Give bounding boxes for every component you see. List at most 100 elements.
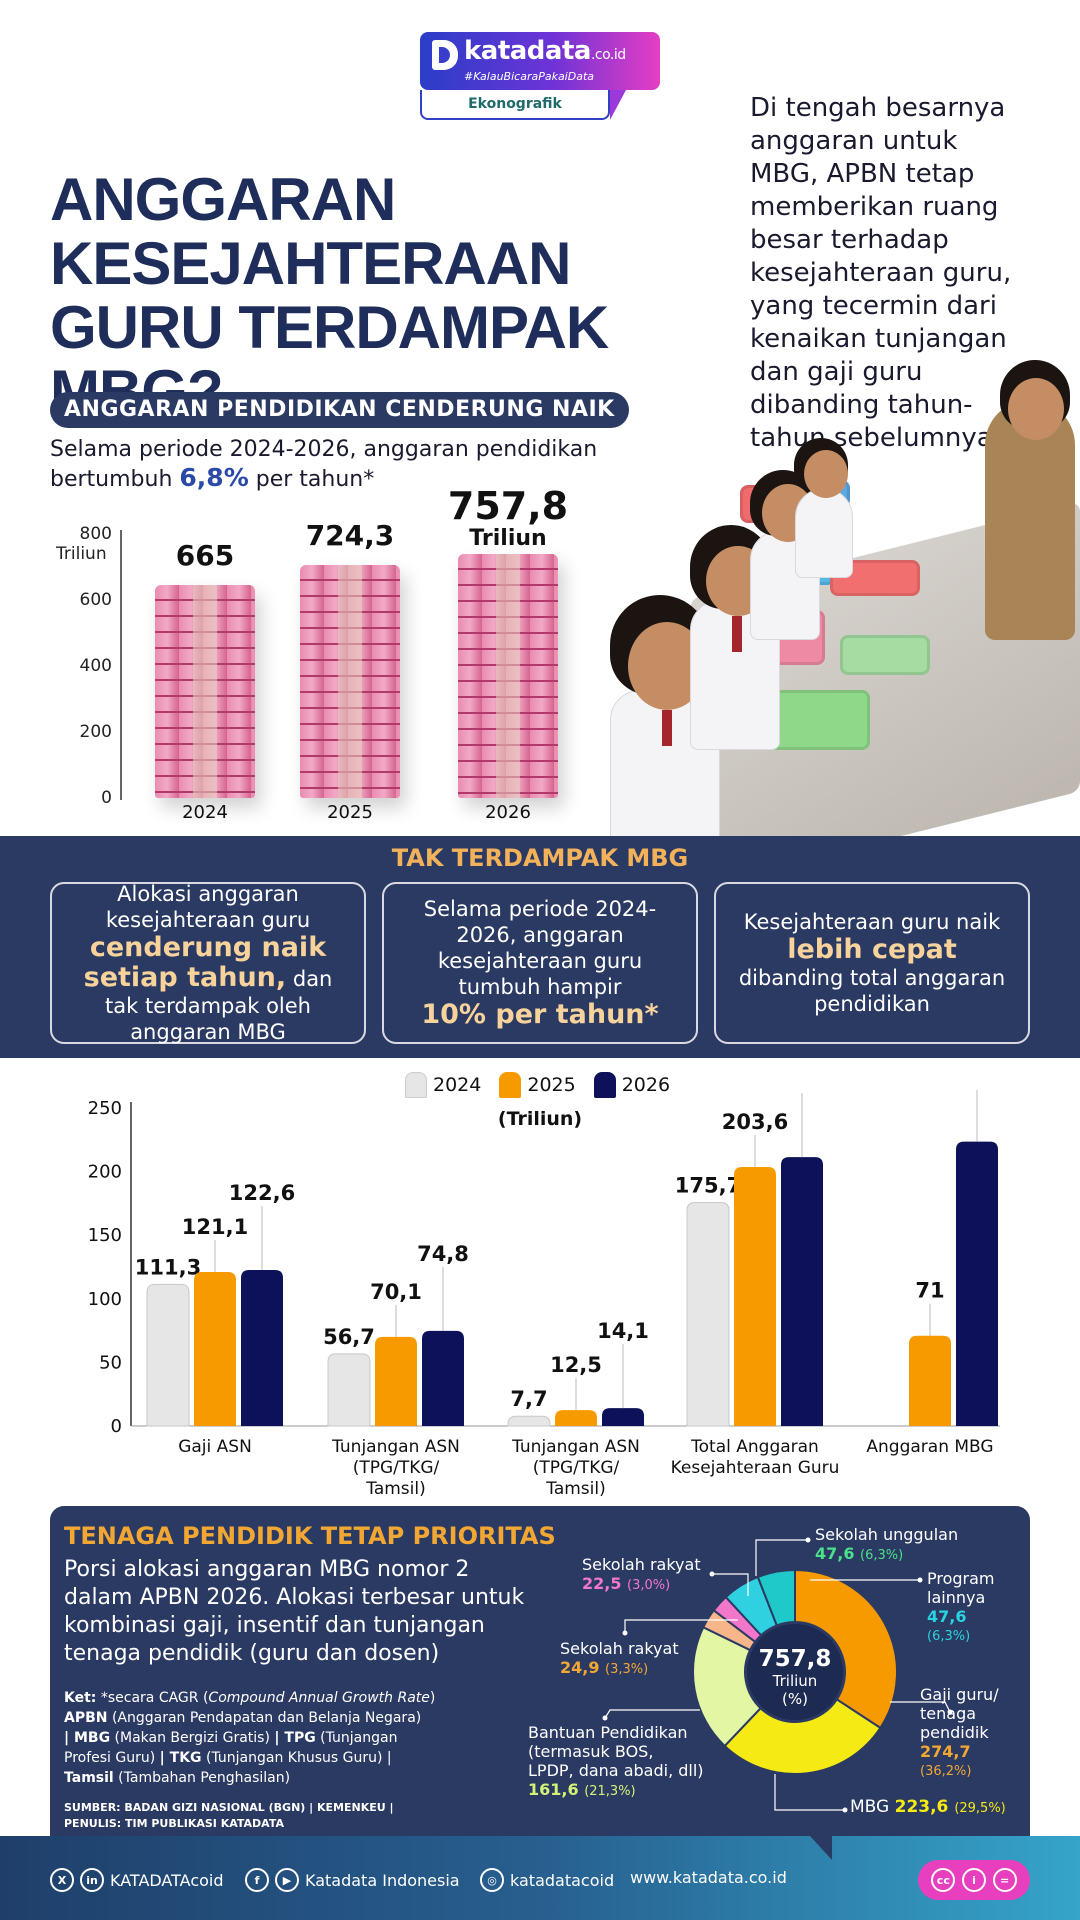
bar-category-label: Tamsil)	[365, 1479, 425, 1499]
bar-2024	[327, 1353, 371, 1427]
money-y-unit: Triliun	[56, 544, 107, 564]
money-year-label: 2026	[485, 802, 531, 823]
bar-chart-unit: (Triliun)	[497, 1108, 583, 1130]
money-value-unit: Triliun	[469, 525, 547, 551]
bar-value-label: 71	[915, 1279, 944, 1303]
money-stack-bar	[155, 584, 255, 799]
students-eating-illustration	[590, 360, 1080, 889]
money-tick-label: 800	[79, 524, 112, 544]
instagram-icon[interactable]: ◎	[480, 1868, 504, 1892]
footer	[0, 1836, 1080, 1920]
not-affected-band	[0, 836, 1080, 1058]
bar-2025	[734, 1167, 776, 1426]
bar-category-label: Kesejahteraan Guru	[671, 1458, 840, 1478]
priority-title: TENAGA PENDIDIK TETAP PRIORITAS	[64, 1522, 556, 1550]
education-growth-text: Selama periode 2024-2026, anggaran pendi…	[50, 437, 598, 492]
priority-text: Porsi alokasi anggaran MBG nomor 2 dalam…	[64, 1557, 525, 1666]
bar-value-label: 56,7	[323, 1325, 375, 1349]
money-tick-label: 200	[79, 722, 112, 742]
bar-y-tick: 250	[88, 1098, 122, 1119]
license-badges[interactable]: cc i =	[918, 1860, 1030, 1900]
bar-value-label: 203,6	[722, 1110, 788, 1134]
social-x-instagram[interactable]: X in KATADATAcoid	[50, 1868, 224, 1892]
bar-value-label: 211,4	[769, 1090, 835, 1092]
bar-value-label: 122,6	[229, 1181, 295, 1205]
bar-2025	[194, 1271, 236, 1426]
bar-value-label: 121,1	[182, 1215, 248, 1239]
website-link[interactable]: www.katadata.co.id	[630, 1868, 787, 1887]
bar-value-label: 175,7	[675, 1174, 741, 1198]
bar-2026	[241, 1270, 283, 1426]
youtube-icon[interactable]: ▶	[275, 1868, 299, 1892]
teacher-head	[1008, 378, 1064, 440]
bar-category-label: (TPG/TKG/	[353, 1458, 440, 1478]
bar-2025	[555, 1410, 597, 1426]
bar-2026	[422, 1330, 464, 1426]
bar-y-tick: 100	[88, 1289, 122, 1310]
facebook-icon[interactable]: f	[245, 1868, 269, 1892]
money-stack-bar	[458, 553, 558, 799]
bar-y-tick: 200	[88, 1162, 122, 1183]
chart-legend: 2024 2025 2026	[405, 1072, 670, 1098]
bar-value-label: 14,1	[597, 1319, 649, 1343]
bar-value-label: 74,8	[417, 1242, 469, 1266]
money-y-axis	[120, 530, 122, 800]
x-icon[interactable]: X	[50, 1868, 74, 1892]
bar-category-label: (TPG/TKG/	[533, 1458, 620, 1478]
food-tray	[840, 635, 930, 675]
money-value-label: 665	[175, 538, 235, 572]
intro-text: Di tengah besarnya anggaran untuk MBG, A…	[750, 93, 1012, 453]
bar-2025	[375, 1336, 417, 1426]
notes: Ket: *secara CAGR (Compound Annual Growt…	[64, 1690, 436, 1786]
money-stack-bar	[300, 564, 400, 799]
growth-highlight: 6,8%	[179, 463, 249, 492]
bar-category-label: Gaji ASN	[178, 1437, 252, 1457]
noderivs-icon: =	[992, 1868, 1017, 1892]
student-figure	[795, 488, 853, 578]
bar-2024	[507, 1415, 551, 1427]
bar-2026	[781, 1157, 823, 1426]
social-facebook-youtube[interactable]: f ▶ Katadata Indonesia	[245, 1868, 460, 1892]
legend-swatch-2026	[593, 1072, 616, 1098]
bar-category-label: Tunjangan ASN	[511, 1437, 640, 1457]
katadata-logo[interactable]: katadata.co.id #KalauBicaraPakaiData Eko…	[420, 32, 660, 124]
attribution-icon: i	[961, 1868, 986, 1892]
bar-category-label: Total Anggaran	[690, 1437, 819, 1457]
bar-2026	[602, 1408, 644, 1426]
bar-category-label: Anggaran MBG	[866, 1437, 993, 1457]
info-card-1: Alokasi anggaran kesejahteraan guru cend…	[50, 882, 366, 1044]
money-year-label: 2024	[182, 802, 228, 823]
bar-2025	[909, 1335, 951, 1426]
money-tick-label: 600	[79, 590, 112, 610]
source: SUMBER: BADAN GIZI NASIONAL (BGN) | KEME…	[64, 1801, 394, 1830]
money-tick-label: 400	[79, 656, 112, 676]
welfare-bar-chart: 250 200 150 100 50 0 111,3 121,1 122,6 Gaji ASN 56…	[88, 1090, 1000, 1499]
brand-tagline: #KalauBicaraPakaiData	[464, 70, 595, 83]
bar-category-label: Tunjangan ASN	[331, 1437, 460, 1457]
social-instagram[interactable]: ◎ katadatacoid	[480, 1868, 614, 1892]
money-tick-label: 0	[101, 788, 112, 808]
linkedin-icon[interactable]: in	[80, 1868, 104, 1892]
bar-2024	[146, 1283, 190, 1427]
money-year-label: 2025	[327, 802, 373, 823]
teacher-figure	[985, 400, 1075, 640]
bar-value-label: 12,5	[550, 1353, 602, 1377]
money-value-label: 757,8	[447, 483, 569, 528]
legend-swatch-2024	[405, 1072, 427, 1098]
bar-value-label: 70,1	[370, 1280, 422, 1304]
student-head	[804, 450, 848, 498]
bar-2026	[956, 1141, 998, 1426]
bar-2024	[686, 1202, 730, 1427]
bar-y-tick: 50	[99, 1352, 122, 1373]
bar-value-label: 7,7	[510, 1387, 547, 1411]
bar-y-tick: 150	[88, 1225, 122, 1246]
info-card-2: Selama periode 2024-2026, anggaran kesej…	[382, 882, 698, 1044]
section-label: Ekonografik	[420, 90, 610, 120]
band-title: TAK TERDAMPAK MBG	[391, 844, 689, 872]
bar-category-label: Tamsil)	[545, 1479, 605, 1499]
money-value-label: 724,3	[305, 518, 395, 552]
education-pill: ANGGARAN PENDIDIKAN CENDERUNG NAIK	[50, 392, 629, 428]
bar-value-label: 111,3	[135, 1255, 201, 1279]
legend-swatch-2025	[499, 1072, 522, 1098]
brand-name: katadata.co.id	[464, 36, 626, 66]
